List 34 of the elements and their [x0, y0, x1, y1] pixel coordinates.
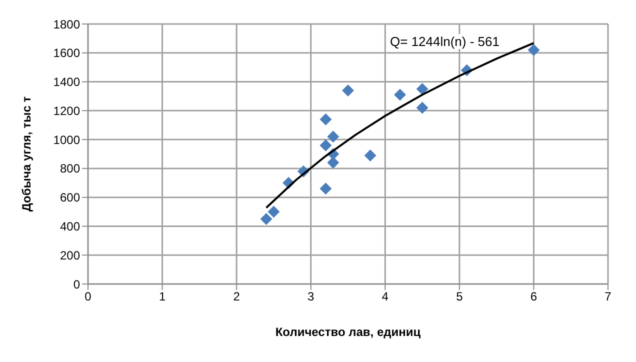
- point: [268, 206, 280, 218]
- y-tick-label: 600: [60, 190, 80, 205]
- y-tick-label: 1400: [53, 75, 80, 90]
- y-tick-label: 200: [60, 248, 80, 262]
- point: [320, 113, 332, 126]
- y-tick-label: 800: [60, 162, 80, 176]
- point: [327, 156, 340, 169]
- y-tick-label: 400: [60, 219, 80, 234]
- point: [320, 182, 332, 195]
- point: [394, 88, 406, 101]
- x-tick-label: 4: [382, 290, 389, 304]
- point: [416, 83, 428, 95]
- point: [260, 213, 272, 225]
- x-tick-label: 3: [308, 290, 315, 304]
- point: [416, 102, 428, 114]
- y-tick-label: 0: [73, 277, 80, 292]
- y-tick-label: 1600: [53, 46, 80, 60]
- point: [327, 130, 340, 143]
- x-axis-title: Количество лав, единиц: [275, 325, 422, 339]
- point: [528, 44, 540, 56]
- point: [364, 149, 376, 162]
- y-tick-label: 1000: [53, 132, 80, 147]
- y-tick-label: 1800: [53, 17, 80, 32]
- point: [320, 139, 332, 152]
- x-tick-label: 7: [604, 290, 612, 304]
- x-tick-label: 1: [158, 290, 166, 304]
- x-tick-label: 5: [456, 290, 464, 304]
- point: [342, 84, 354, 96]
- y-axis-title: Добыча угля, тыс т: [19, 96, 34, 212]
- x-tick-label: 0: [84, 290, 92, 304]
- x-tick-label: 2: [233, 290, 240, 304]
- y-tick-label: 1200: [53, 104, 80, 118]
- x-tick-label: 6: [530, 290, 538, 304]
- annotation: Q= 1244ln(n) - 561: [388, 34, 502, 49]
